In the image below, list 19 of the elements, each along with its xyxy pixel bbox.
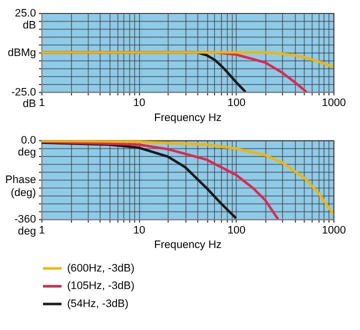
x-tick-label: 10 xyxy=(133,224,146,236)
x-axis-title: Frequency Hz xyxy=(154,239,222,252)
y-tick-label: 0.0 deg xyxy=(18,134,36,159)
x-tick-label: 1000 xyxy=(322,224,346,236)
y-tick-label: 25.0 dB xyxy=(14,7,36,32)
y-tick-label: -25.0 dB xyxy=(11,86,36,110)
legend-label: (105Hz, -3dB) xyxy=(67,280,134,292)
legend-label: (54Hz, -3dB) xyxy=(67,298,128,310)
x-tick-label: 1 xyxy=(38,97,45,110)
x-tick-label: 1000 xyxy=(322,97,346,110)
legend-label: (600Hz, -3dB) xyxy=(67,262,134,274)
x-axis-title: Frequency Hz xyxy=(154,112,222,124)
x-tick-label: 10 xyxy=(133,97,146,110)
x-tick-label: 100 xyxy=(228,224,246,236)
x-tick-label: 100 xyxy=(228,97,246,110)
y-tick-label: -360 deg xyxy=(14,214,36,238)
x-tick-label: 1 xyxy=(38,224,45,236)
y-tick-label: dBMg xyxy=(8,46,36,59)
y-axis-title: Phase (deg) xyxy=(5,174,36,199)
